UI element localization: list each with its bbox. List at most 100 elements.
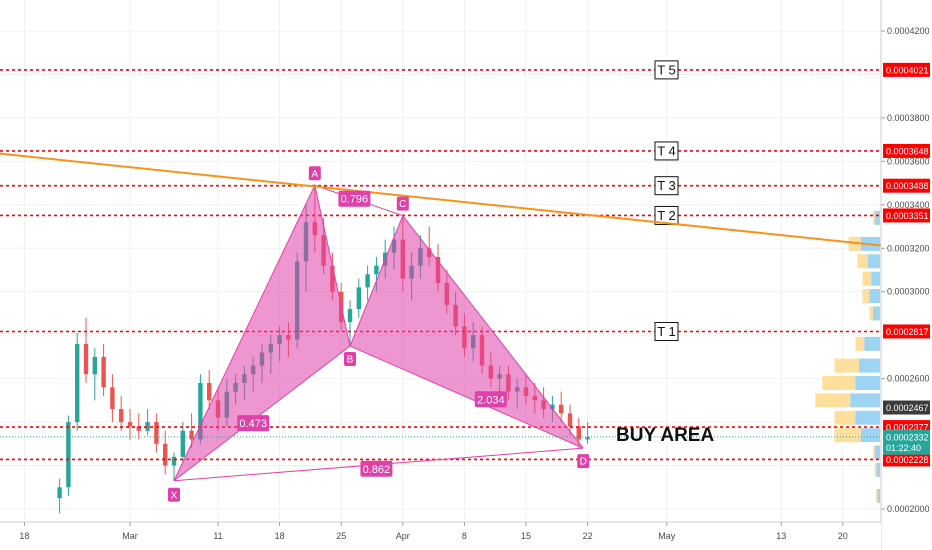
pattern-point-label: D (580, 457, 587, 468)
time-axis[interactable]: 18 Mar 11 18 25 Apr 8 15 22 May 13 20 (0, 521, 881, 550)
pattern-labels: X A B C D 0.473 0.796 2.034 0.862 (168, 166, 590, 502)
level-price-tag[interactable]: 0.0004021 (883, 62, 930, 77)
candle-body (567, 413, 573, 427)
volume-profile (815, 210, 880, 503)
time-tick-label: 25 (336, 531, 346, 541)
time-tick-label: Apr (396, 531, 410, 541)
volume-bar-down (869, 306, 873, 321)
price-tag-text: 0.0002228 (886, 455, 929, 465)
time-tick-label: 15 (521, 531, 531, 541)
candle-body (57, 487, 62, 499)
horizontal-levels[interactable]: T 5 T 4 T 3 T 2 T 1 (0, 60, 880, 461)
candle-body (356, 287, 361, 310)
candle-body (365, 274, 370, 288)
price-tag-bg (883, 208, 930, 223)
level-label-box[interactable] (654, 141, 679, 161)
candle-body (101, 356, 106, 388)
price-tag-bg (883, 440, 930, 455)
level-label-box[interactable] (654, 60, 679, 80)
level-label: T 5 (657, 62, 676, 77)
volume-bar-down (873, 445, 875, 460)
level-label: T 2 (657, 208, 676, 223)
volume-bar-down (834, 358, 859, 373)
pattern-triangle-bcd[interactable] (349, 214, 584, 449)
price-tick-label: 0.0004200 (887, 26, 930, 36)
harmonic-pattern[interactable] (173, 183, 584, 482)
price-tag-text: 0.0002377 (886, 423, 929, 433)
price-tag-text: 0.0003648 (886, 146, 929, 156)
pattern-point-label: X (171, 490, 178, 501)
price-tag-bg (883, 452, 930, 467)
candle-body (119, 409, 124, 423)
pattern-point-b (344, 352, 356, 367)
price-tag-text: 0.0003351 (886, 211, 929, 221)
candle-body (145, 422, 150, 431)
level-label-box[interactable] (654, 176, 679, 196)
volume-bar-down (876, 488, 878, 503)
volume-bar-up (877, 488, 880, 503)
pattern-point-x (168, 487, 180, 502)
time-tick-label: 8 (462, 531, 467, 541)
price-tag-bg (883, 400, 930, 415)
price-tag-text: 01:22:40 (886, 443, 921, 453)
ratio-box (237, 415, 270, 432)
price-tag-bg (883, 429, 930, 444)
volume-bar-down (855, 336, 865, 351)
price-tag[interactable]: 01:22:40 (883, 440, 930, 455)
volume-bar-down (815, 393, 851, 408)
ratio-label: 0.862 (363, 464, 391, 476)
time-tick-label: 18 (275, 531, 285, 541)
time-tick-label: 18 (19, 531, 29, 541)
price-tick-label: 0.0003800 (887, 113, 930, 123)
price-tick-label: 0.0003400 (887, 200, 930, 210)
volume-bar-up (869, 289, 880, 304)
price-tag-text: 0.0002467 (886, 403, 929, 413)
level-label: T 3 (657, 178, 676, 193)
price-tag-text: 0.0002332 (886, 432, 929, 442)
time-tick-label: Mar (122, 531, 138, 541)
trendline[interactable] (0, 152, 887, 438)
pattern-point-c (396, 196, 409, 211)
candle-body (576, 426, 581, 440)
candle-body (163, 443, 168, 466)
volume-bar-down (873, 210, 875, 225)
candle-body (374, 265, 379, 275)
time-tick-label: 13 (776, 531, 786, 541)
ratio-label: 0.796 (341, 194, 369, 206)
pattern-point-a (308, 166, 321, 181)
pattern-triangle-xab[interactable] (173, 183, 351, 482)
volume-bar-up (850, 393, 880, 408)
volume-bar-up (855, 410, 880, 425)
level-price-tag[interactable]: 0.0003648 (883, 143, 930, 158)
price-tag-text: 0.0004021 (886, 65, 929, 75)
level-label-box[interactable] (654, 205, 679, 225)
volume-bar-up (855, 375, 880, 390)
pattern-point-label: C (399, 199, 406, 210)
price-tag[interactable]: 0.0002467 (883, 400, 930, 415)
ratio-box (360, 460, 393, 477)
time-tick-label: 11 (213, 531, 222, 541)
level-price-tag[interactable]: 0.0002228 (883, 452, 930, 467)
volume-bar-up (860, 428, 880, 443)
time-tick-label: May (658, 531, 676, 541)
candle-body (180, 430, 185, 457)
candle-body (189, 430, 194, 440)
price-tag[interactable]: 0.0002332 (883, 429, 930, 444)
volume-bar-up (871, 271, 880, 286)
level-price-tag[interactable]: 0.0003488 (883, 178, 930, 193)
volume-bar-down (857, 254, 868, 269)
level-label-box[interactable] (654, 321, 679, 341)
candle-body (110, 387, 115, 410)
ratio-label: 2.034 (477, 394, 505, 406)
candle-body (198, 382, 203, 440)
trendline-resistance[interactable] (0, 152, 887, 248)
candle-body (154, 422, 159, 444)
level-price-tag[interactable]: 0.0002817 (883, 324, 930, 339)
ratio-box (474, 391, 507, 408)
candle-body (347, 309, 353, 323)
level-price-tag[interactable]: 0.0003351 (883, 208, 930, 223)
price-axis[interactable]: 0.00042000.00038000.00036000.00034000.00… (880, 0, 932, 550)
volume-bar-down (834, 428, 861, 443)
volume-bar-up (874, 210, 880, 225)
